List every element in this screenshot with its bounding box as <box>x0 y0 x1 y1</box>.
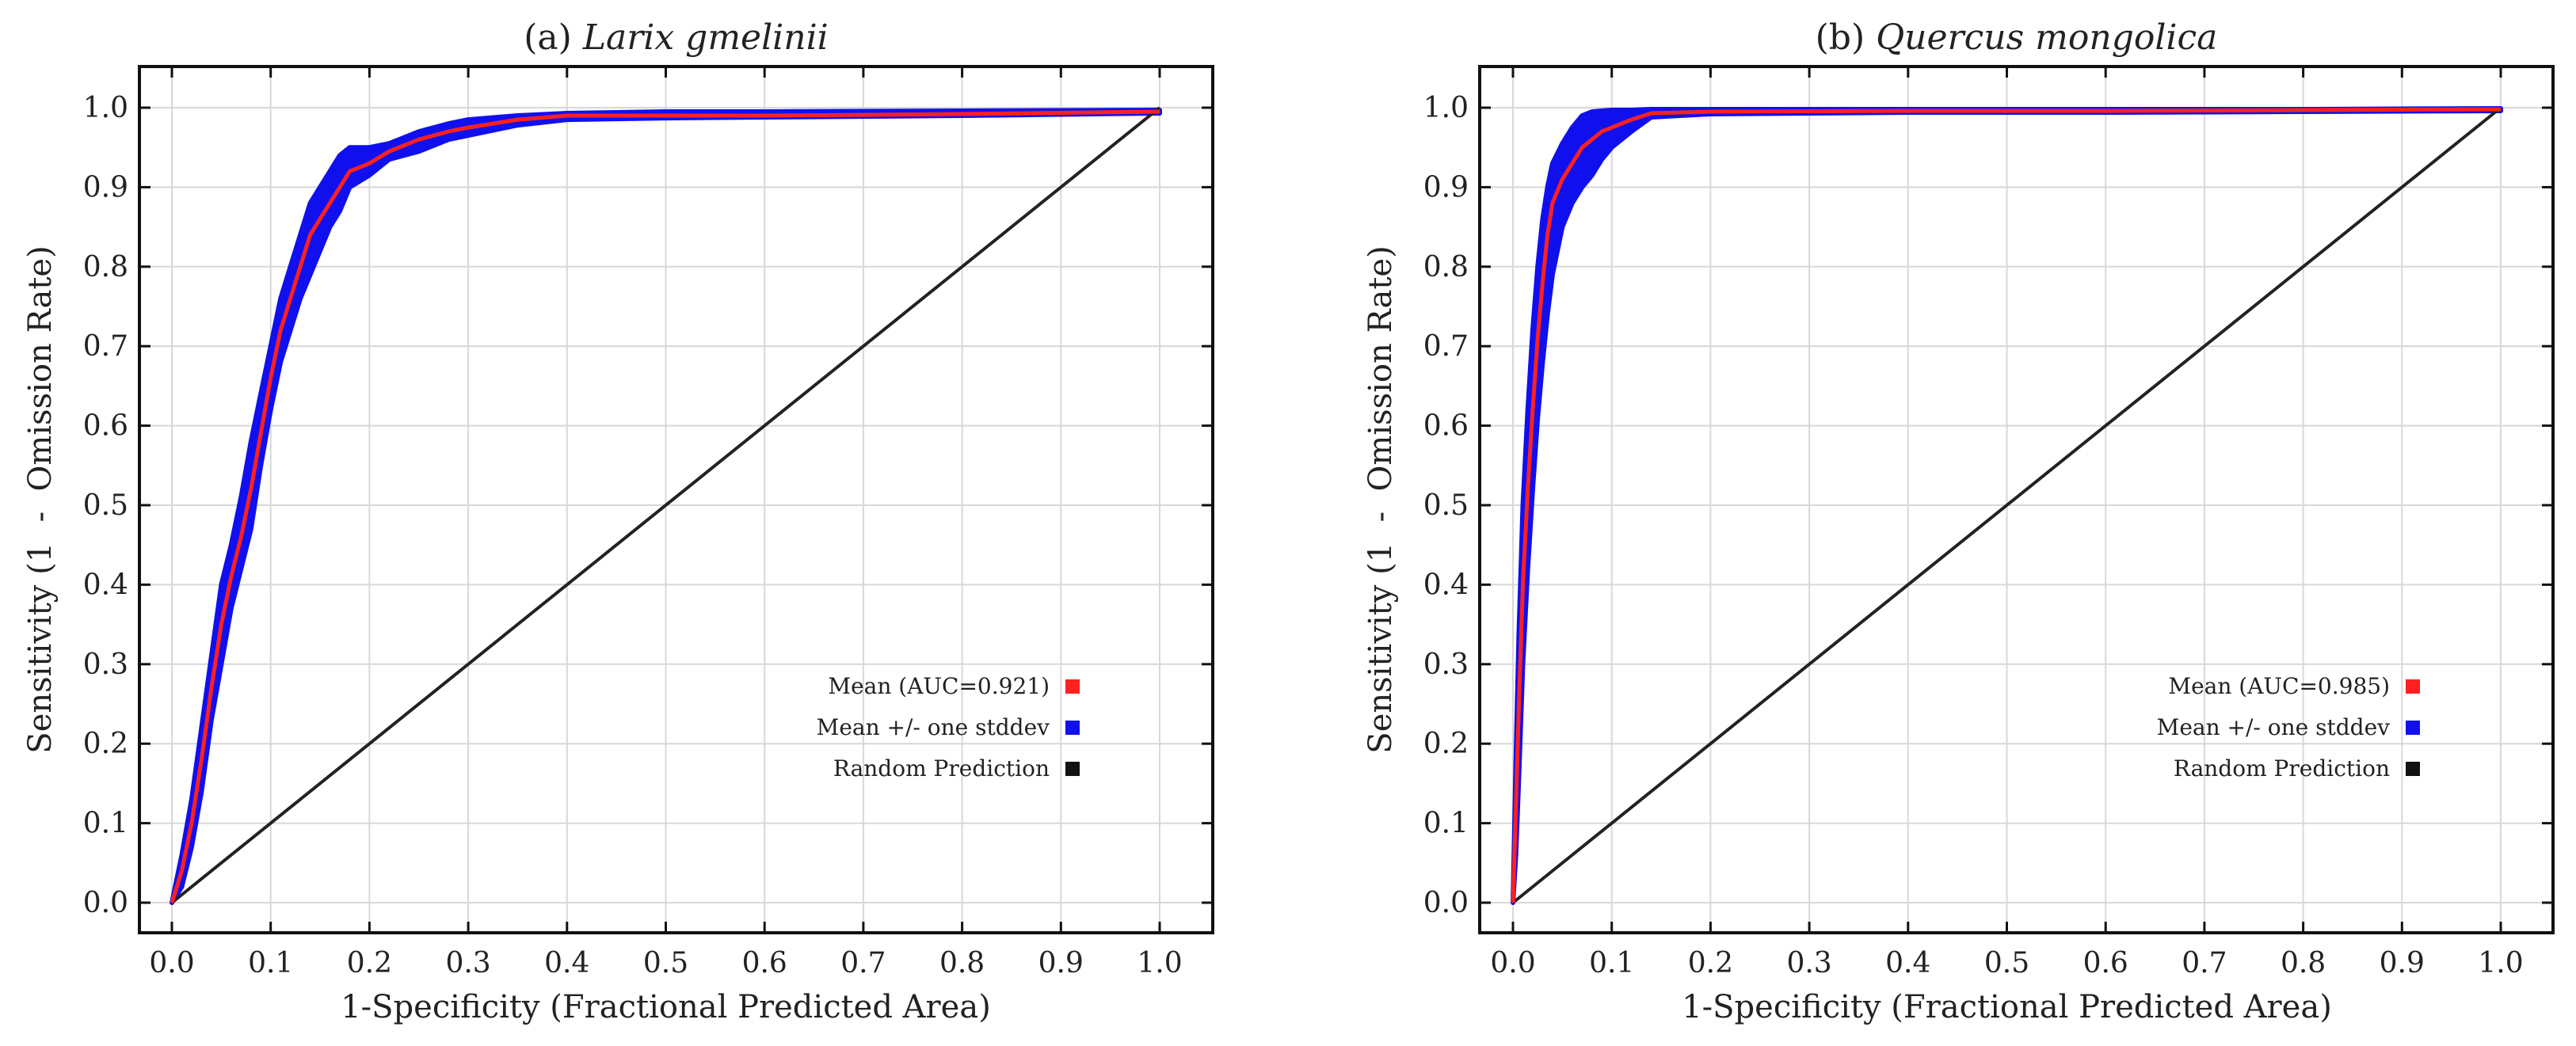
y-tick-label: 0.6 <box>83 410 128 443</box>
legend: Mean (AUC=0.921) Mean +/- one stddev Rando… <box>817 673 1080 782</box>
chart-title-species: Larix gmelinii <box>582 17 829 58</box>
legend-swatch <box>1065 762 1080 776</box>
x-tick-label: 0.9 <box>2380 947 2425 979</box>
chart-panel-b: 0.0 0.1 0.2 0.3 0.4 0.5 0.6 0.7 0.8 0.9 1.0 0.0 0.1 0… <box>1362 17 2555 1025</box>
x-tick-label: 0.7 <box>2182 947 2227 979</box>
chart-title: (b) Quercus mongolica <box>1816 17 2218 58</box>
y-axis-title: Sensitivity (1 - Omission Rate) <box>1362 245 1399 753</box>
y-tick-label: 0.7 <box>1423 330 1469 363</box>
random-prediction-line <box>170 106 1161 904</box>
x-tick-label: 1.0 <box>2478 947 2523 979</box>
y-tick-label: 0.8 <box>83 251 128 283</box>
x-tick-label: 0.0 <box>149 947 194 979</box>
x-tick-label: 0.2 <box>347 947 392 979</box>
x-tick-label: 0.8 <box>939 947 985 979</box>
y-tick-label: 0.5 <box>1423 489 1469 522</box>
y-tick-label: 0.5 <box>83 489 128 522</box>
legend-swatch <box>2406 762 2420 776</box>
mean-roc-line <box>170 109 1160 903</box>
y-tick-label: 0.9 <box>1423 171 1469 203</box>
plot-frame <box>1478 65 2555 934</box>
y-tick-label: 0.0 <box>1423 887 1469 919</box>
legend-label: Mean +/- one stddev <box>2157 714 2391 740</box>
y-tick-label: 0.7 <box>83 330 128 363</box>
x-tick-label: 0.1 <box>1589 947 1634 979</box>
y-tick-label: 0.3 <box>1423 649 1469 681</box>
legend-label: Random Prediction <box>833 755 1050 782</box>
legend: Mean (AUC=0.985) Mean +/- one stddev Rando… <box>2157 673 2420 782</box>
y-tick-label: 0.8 <box>1423 251 1469 283</box>
x-tick-label: 0.5 <box>643 947 688 979</box>
legend-label: Mean +/- one stddev <box>817 714 1050 740</box>
x-tick-label: 0.0 <box>1490 947 1535 979</box>
x-axis-title: 1-Specificity (Fractional Predicted Area… <box>341 989 991 1025</box>
y-axis-title: Sensitivity (1 - Omission Rate) <box>22 245 59 753</box>
grid <box>139 67 1213 933</box>
y-tick-label: 1.0 <box>1423 92 1469 124</box>
legend-label: Mean (AUC=0.985) <box>2168 673 2390 699</box>
x-tick-label: 0.4 <box>1885 947 1930 979</box>
x-tick-label: 0.1 <box>248 947 293 979</box>
x-tick-label: 0.7 <box>840 947 886 979</box>
x-tick-label: 0.3 <box>1786 947 1831 979</box>
chart-title-prefix: (b) <box>1816 17 1876 58</box>
legend-swatch <box>2406 679 2420 694</box>
legend-swatch <box>1065 679 1080 694</box>
y-tick-label: 0.0 <box>83 887 128 919</box>
y-tick-label: 0.1 <box>83 808 128 840</box>
y-tick-label: 0.1 <box>1423 808 1469 840</box>
x-tick-label: 0.6 <box>2083 947 2128 979</box>
y-tick-label: 0.3 <box>83 649 128 681</box>
x-axis-title: 1-Specificity (Fractional Predicted Area… <box>1682 989 2332 1025</box>
chart-panel-a: 0.0 0.1 0.2 0.3 0.4 0.5 0.6 0.7 0.8 0.9 1.0 0.0 0.1 0… <box>22 17 1214 1025</box>
chart-title-species: Quercus mongolica <box>1876 17 2217 58</box>
y-tick-label: 0.9 <box>83 171 128 203</box>
x-tick-label: 1.0 <box>1137 947 1182 979</box>
x-tick-label: 0.2 <box>1688 947 1733 979</box>
x-tick-label: 0.6 <box>742 947 787 979</box>
plot-frame <box>138 65 1214 934</box>
legend-label: Random Prediction <box>2174 755 2390 782</box>
y-tick-label: 0.4 <box>1423 569 1469 601</box>
y-tick-label: 0.2 <box>1423 728 1469 760</box>
mean-roc-line <box>1511 107 2502 903</box>
legend-swatch <box>2406 721 2420 735</box>
y-tick-label: 0.4 <box>83 569 128 601</box>
random-prediction-line <box>1511 106 2502 904</box>
chart-title: (a) Larix gmelinii <box>524 17 828 58</box>
x-tick-label: 0.8 <box>2281 947 2326 979</box>
y-tick-label: 0.2 <box>83 728 128 760</box>
chart-title-prefix: (a) <box>524 17 583 58</box>
legend-label: Mean (AUC=0.921) <box>828 673 1050 699</box>
x-tick-label: 0.5 <box>1984 947 2029 979</box>
x-tick-label: 0.3 <box>445 947 490 979</box>
x-tick-label: 0.4 <box>544 947 589 979</box>
y-tick-label: 1.0 <box>83 92 128 124</box>
y-tick-label: 0.6 <box>1423 410 1469 443</box>
x-tick-label: 0.9 <box>1038 947 1084 979</box>
legend-swatch <box>1065 721 1080 735</box>
